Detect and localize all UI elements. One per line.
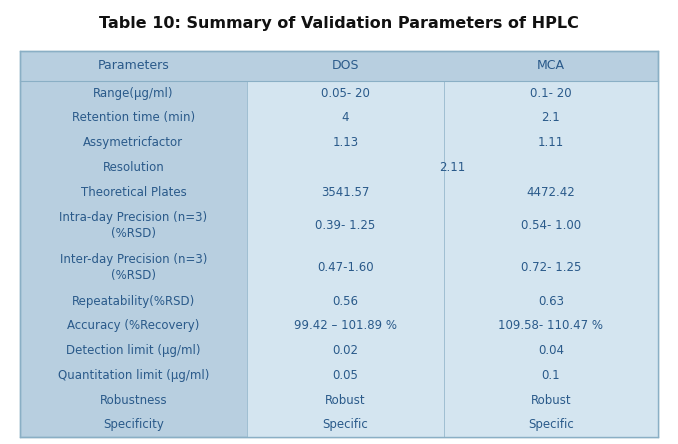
Text: 0.63: 0.63 [538,295,564,308]
Bar [247,81,658,437]
Text: 3541.57: 3541.57 [321,186,370,199]
Text: 0.02: 0.02 [332,344,359,357]
Text: 0.1: 0.1 [542,369,560,382]
Text: 2.1: 2.1 [542,111,560,124]
Text: Resolution: Resolution [102,161,164,174]
Text: 4472.42: 4472.42 [527,186,576,199]
Text: Specificity: Specificity [103,418,164,432]
Text: Repeatability(%RSD): Repeatability(%RSD) [72,295,195,308]
Text: 1.11: 1.11 [538,136,564,149]
Text: Specific: Specific [323,418,368,432]
Text: DOS: DOS [332,59,359,72]
Text: 0.1- 20: 0.1- 20 [530,87,572,99]
Text: Retention time (min): Retention time (min) [72,111,195,124]
Bar [20,51,658,437]
Text: 4: 4 [342,111,349,124]
Text: Specific: Specific [528,418,574,432]
Text: Range(μg/ml): Range(μg/ml) [93,87,174,99]
Text: Robust: Robust [325,394,365,407]
Text: 0.47-1.60: 0.47-1.60 [317,261,374,274]
Text: Robust: Robust [531,394,572,407]
Text: Detection limit (μg/ml): Detection limit (μg/ml) [66,344,201,357]
Text: Quantitation limit (μg/ml): Quantitation limit (μg/ml) [58,369,209,382]
Text: 2.11: 2.11 [439,161,465,174]
Text: Table 10: Summary of Validation Parameters of HPLC: Table 10: Summary of Validation Paramete… [99,16,579,31]
Text: 0.05: 0.05 [332,369,358,382]
Text: Inter-day Precision (n=3)
(%RSD): Inter-day Precision (n=3) (%RSD) [60,253,207,282]
Text: 0.04: 0.04 [538,344,564,357]
Text: 0.05- 20: 0.05- 20 [321,87,370,99]
Text: Parameters: Parameters [98,59,170,72]
Text: 0.72- 1.25: 0.72- 1.25 [521,261,581,274]
Text: 109.58- 110.47 %: 109.58- 110.47 % [498,319,603,333]
Text: Accuracy (%Recovery): Accuracy (%Recovery) [67,319,199,333]
Text: Assymetricfactor: Assymetricfactor [83,136,184,149]
Text: 0.39- 1.25: 0.39- 1.25 [315,219,376,232]
Text: 0.56: 0.56 [332,295,359,308]
Text: Theoretical Plates: Theoretical Plates [81,186,186,199]
Text: 1.13: 1.13 [332,136,359,149]
Text: 0.54- 1.00: 0.54- 1.00 [521,219,581,232]
Text: 99.42 – 101.89 %: 99.42 – 101.89 % [294,319,397,333]
Text: Intra-day Precision (n=3)
(%RSD): Intra-day Precision (n=3) (%RSD) [60,211,207,240]
Text: MCA: MCA [537,59,565,72]
Text: Robustness: Robustness [100,394,167,407]
